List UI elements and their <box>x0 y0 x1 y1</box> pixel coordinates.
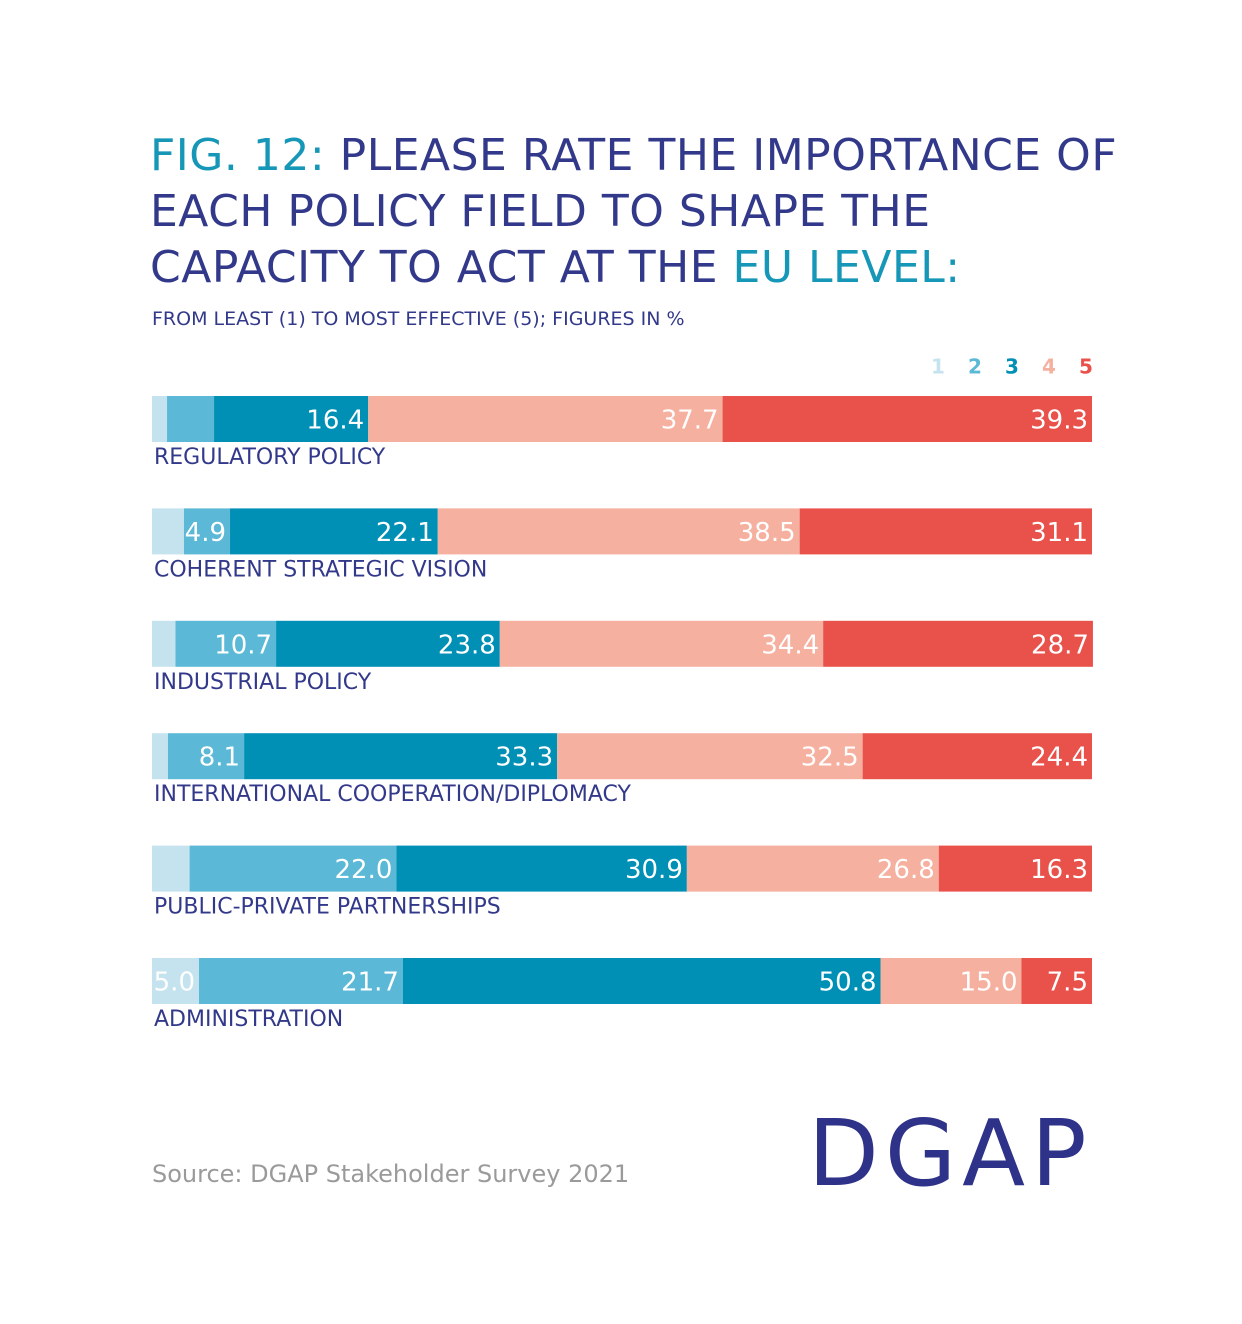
bar-segment <box>368 396 723 442</box>
value-label: 10.7 <box>214 630 272 660</box>
bar-segment <box>823 620 1093 667</box>
legend-label: 3 <box>1005 355 1019 379</box>
bar-segment <box>152 733 168 780</box>
bar-segment <box>230 508 438 555</box>
subtitle: FROM LEAST (1) TO MOST EFFECTIVE (5); FI… <box>152 308 685 330</box>
title-main: PLEASE RATE THE IMPORTANCE OF EACH POLIC… <box>150 130 1118 293</box>
category-label: COHERENT STRATEGIC VISION <box>154 557 487 582</box>
legend-label: 1 <box>931 355 945 379</box>
value-label: 4.9 <box>185 518 226 548</box>
bar-segment <box>499 620 824 667</box>
bar-segment <box>862 733 1092 780</box>
value-label: 34.4 <box>761 630 819 660</box>
bar-segment <box>686 845 939 892</box>
value-label: 31.1 <box>1030 518 1088 548</box>
value-label: 5.0 <box>154 968 195 998</box>
bar-segment <box>167 733 245 780</box>
bar-segment <box>214 396 369 442</box>
bar-segment <box>175 620 277 667</box>
bar-segment <box>1021 958 1092 1004</box>
value-label: 8.1 <box>199 743 240 773</box>
bar-segment <box>938 845 1092 892</box>
value-label: 16.3 <box>1030 855 1088 885</box>
legend-label: 2 <box>968 355 982 379</box>
value-label: 37.7 <box>661 406 719 436</box>
value-label: 22.0 <box>335 855 393 885</box>
value-label: 21.7 <box>341 968 399 998</box>
value-label: 24.4 <box>1030 743 1088 773</box>
bar-segment <box>189 845 397 892</box>
legend-label: 5 <box>1079 355 1093 379</box>
bar-segment <box>152 958 199 1004</box>
bar-segment <box>152 845 190 892</box>
bar-segment <box>402 958 881 1004</box>
value-label: 50.8 <box>819 968 877 998</box>
bar-segment <box>152 508 184 555</box>
bar-segment <box>396 845 687 892</box>
title-prefix: FIG. 12: <box>150 130 326 181</box>
bar-segment <box>880 958 1022 1004</box>
value-label: 26.8 <box>877 855 935 885</box>
bar-segment <box>152 620 176 667</box>
category-label: PUBLIC-PRIVATE PARTNERSHIPS <box>154 895 501 920</box>
category-label: INDUSTRIAL POLICY <box>154 670 372 695</box>
value-label: 39.3 <box>1030 406 1088 436</box>
title-suffix: EU LEVEL: <box>732 242 961 293</box>
value-label: 30.9 <box>625 855 683 885</box>
logo: DGAP <box>808 1100 1093 1207</box>
bar-segment <box>199 958 403 1004</box>
value-label: 16.4 <box>306 406 364 436</box>
value-label: 23.8 <box>438 630 496 660</box>
bar-segment <box>557 733 863 780</box>
category-label: ADMINISTRATION <box>154 1007 343 1032</box>
bar-segment <box>152 396 168 442</box>
value-label: 15.0 <box>960 968 1018 998</box>
value-label: 32.5 <box>801 743 859 773</box>
value-label: 38.5 <box>738 518 796 548</box>
bar-segment <box>799 508 1092 555</box>
category-label: REGULATORY POLICY <box>154 445 386 470</box>
bar-segment <box>183 508 231 555</box>
chart-title: FIG. 12: PLEASE RATE THE IMPORTANCE OF E… <box>150 128 1130 296</box>
legend-label: 4 <box>1042 355 1056 379</box>
bar-segment <box>722 396 1092 442</box>
source: Source: DGAP Stakeholder Survey 2021 <box>152 1160 630 1188</box>
bar-segment <box>437 508 800 555</box>
value-label: 7.5 <box>1047 968 1088 998</box>
bar-segment <box>244 733 558 780</box>
category-label: INTERNATIONAL COOPERATION/DIPLOMACY <box>154 782 631 807</box>
value-label: 33.3 <box>495 743 553 773</box>
value-label: 28.7 <box>1031 630 1089 660</box>
bar-segment <box>167 396 215 442</box>
value-label: 22.1 <box>376 518 434 548</box>
bar-segment <box>276 620 500 667</box>
